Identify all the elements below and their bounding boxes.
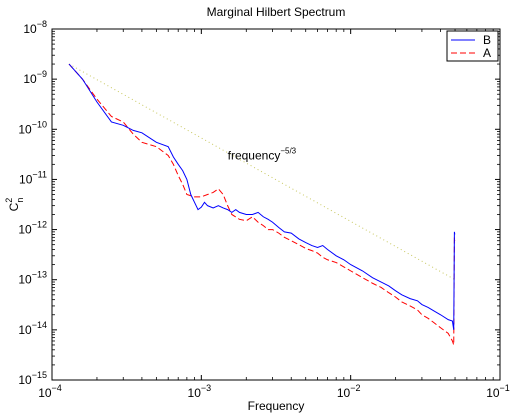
series-line-A <box>68 63 456 346</box>
y-tick-label: 10−9 <box>23 69 47 86</box>
annotation-label: frequency−5/3 <box>228 146 297 162</box>
x-tick-label: 10−2 <box>337 383 361 400</box>
y-tick-label: 10−10 <box>18 119 47 136</box>
x-axis-ticks: 10−4 10−3 10−2 10−1 <box>38 29 510 400</box>
y-tick-label: 10−14 <box>18 320 47 337</box>
plot-area: frequency−5/3 <box>51 28 501 381</box>
reference-layer <box>68 63 456 281</box>
y-tick-label: 10−15 <box>18 370 47 387</box>
x-tick-label: 10−1 <box>486 383 510 400</box>
series-layer <box>68 63 456 346</box>
axes-frame <box>51 28 501 381</box>
x-tick-label: 10−4 <box>38 383 62 400</box>
y-tick-label: 10−12 <box>18 220 47 237</box>
y-tick-label: 10−11 <box>19 169 47 186</box>
legend: BA <box>446 30 499 62</box>
y-tick-label: 10−13 <box>18 270 47 287</box>
legend-label-B: B <box>483 33 491 47</box>
y-axis-label-text: C2n <box>4 198 25 212</box>
annotation-layer: frequency−5/3 <box>228 146 297 162</box>
legend-box <box>446 30 499 62</box>
legend-label-A: A <box>483 46 491 60</box>
x-axis-label: Frequency <box>248 399 305 413</box>
y-axis-ticks: 10−15 10−14 10−13 10−12 10−11 10−10 10−9 10−8 <box>18 19 500 387</box>
chart-title: Marginal Hilbert Spectrum <box>207 5 346 19</box>
series-line-B <box>68 63 456 330</box>
reference-line <box>68 63 456 281</box>
y-tick-label: 10−8 <box>23 19 47 36</box>
y-axis-label: C2n <box>4 198 25 212</box>
x-tick-label: 10−3 <box>188 383 212 400</box>
